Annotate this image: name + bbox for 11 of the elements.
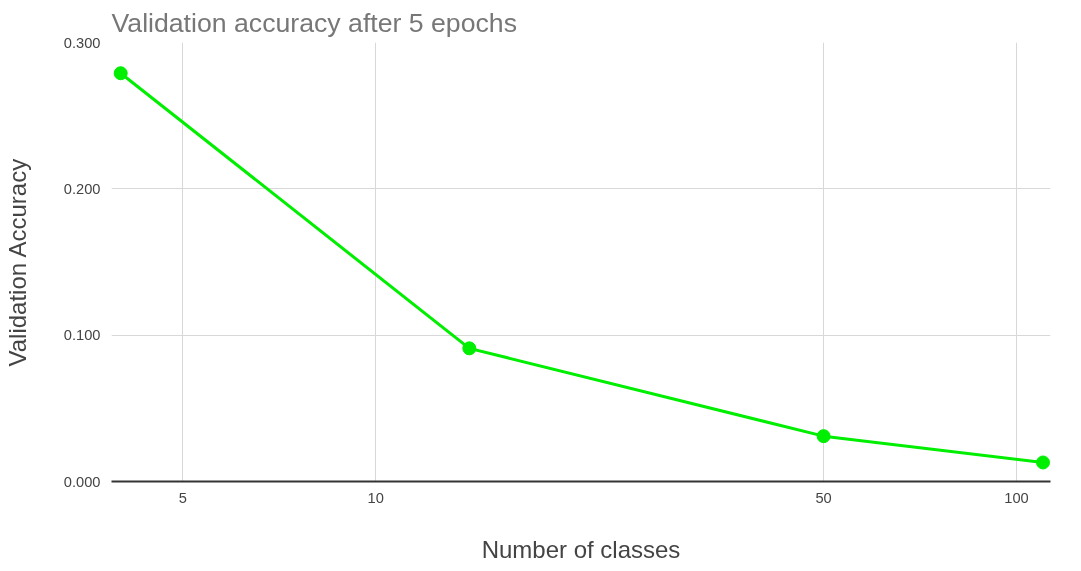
y-tick-label: 0.300 [63, 34, 101, 51]
x-axis-title: Number of classes [481, 535, 681, 563]
y-tick-label: 0.100 [63, 327, 101, 344]
y-axis-title: Validation Accuracy [3, 158, 31, 367]
chart-title: Validation accuracy after 5 epochs [111, 7, 518, 38]
x-tick-label: 5 [178, 489, 187, 506]
x-tick-label: 100 [1004, 489, 1029, 506]
x-tick-label: 50 [815, 489, 832, 506]
y-tick-label: 0.000 [63, 473, 101, 490]
y-tick-label: 0.200 [63, 180, 101, 197]
x-tick-label: 10 [367, 489, 384, 506]
